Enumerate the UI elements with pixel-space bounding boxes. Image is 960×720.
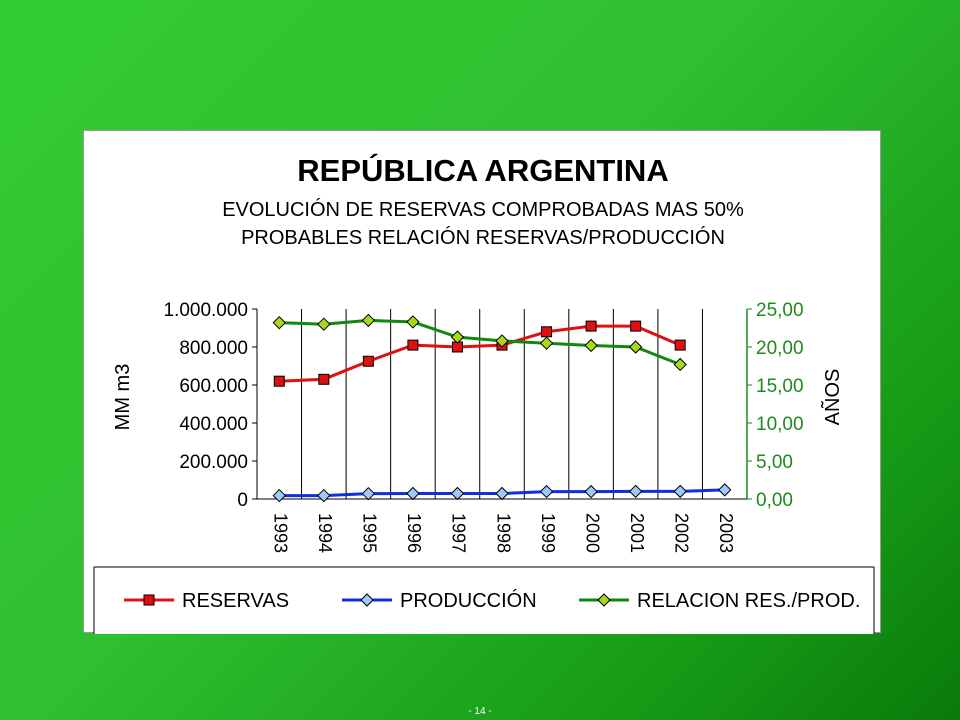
data-point-ratio: [628, 340, 643, 354]
y2-tick-label: 15,00: [756, 376, 804, 397]
x-tick-label: 1998: [493, 513, 513, 553]
data-point-production: [718, 483, 732, 497]
data-point-production: [584, 484, 598, 499]
data-point-ratio: [361, 313, 376, 328]
data-point-reserves: [407, 339, 419, 351]
data-point-ratio: [495, 334, 509, 348]
data-point-production: [272, 488, 286, 503]
data-point-reserves: [630, 320, 642, 332]
data-point-reserves: [674, 339, 686, 351]
data-point-ratio: [317, 317, 331, 331]
data-point-ratio: [584, 338, 598, 353]
data-point-production: [406, 486, 420, 501]
data-point-ratio: [539, 336, 554, 350]
data-point-ratio: [450, 330, 465, 344]
y-axis-label: MM m3: [112, 364, 134, 431]
x-tick-label: 1997: [449, 513, 469, 553]
y-tick-label: 800.000: [179, 338, 248, 359]
data-point-reserves: [541, 326, 553, 338]
x-tick-label: 2002: [671, 513, 691, 553]
y2-tick-label: 5,00: [756, 452, 793, 473]
data-point-reserves: [273, 375, 285, 387]
data-point-reserves: [585, 320, 597, 332]
legend-marker-ratio: [597, 593, 611, 607]
x-tick-label: 1993: [271, 513, 291, 553]
x-tick-label: 1996: [404, 513, 424, 553]
legend-marker-reserves: [143, 594, 155, 606]
data-point-production: [495, 486, 509, 501]
x-tick-label: 1999: [538, 513, 558, 553]
x-tick-label: 1994: [315, 513, 335, 553]
data-point-production: [628, 484, 643, 499]
y2-axis-label: AÑOS: [820, 369, 844, 426]
data-point-ratio: [673, 357, 687, 372]
y-tick-label: 400.000: [179, 414, 248, 435]
x-tick-label: 1995: [360, 513, 380, 553]
data-point-production: [673, 484, 687, 499]
y2-tick-label: 10,00: [756, 414, 804, 435]
x-tick-label: 2000: [582, 513, 602, 553]
y-tick-label: 1.000.000: [163, 300, 248, 321]
legend-label-reserves: RESERVAS: [182, 590, 289, 612]
y2-tick-label: 20,00: [756, 338, 804, 359]
data-point-ratio: [272, 315, 286, 330]
chart-subtitle-line-1: EVOLUCIÓN DE RESERVAS COMPROBADAS MAS 50…: [222, 198, 744, 221]
data-point-reserves: [318, 373, 330, 385]
data-point-production: [317, 488, 331, 503]
legend-box: [93, 566, 875, 634]
chart-subtitle-line-2: PROBABLES RELACIÓN RESERVAS/PRODUCCIÓN: [241, 226, 725, 249]
data-point-reserves: [362, 355, 374, 367]
chart-title: REPÚBLICA ARGENTINA: [297, 152, 668, 188]
data-point-production: [361, 486, 376, 501]
x-tick-label: 2003: [716, 513, 736, 553]
series-line-reserves: [279, 324, 681, 383]
data-point-ratio: [406, 315, 420, 329]
data-point-production: [539, 484, 554, 499]
y-tick-label: 600.000: [179, 376, 248, 397]
y-tick-label: 0: [237, 490, 248, 511]
page-number: - 14 -: [468, 706, 492, 717]
series-line-ratio: [279, 318, 681, 366]
y2-tick-label: 25,00: [756, 300, 804, 321]
legend-label-production: PRODUCCIÓN: [400, 589, 537, 612]
y-tick-label: 200.000: [179, 452, 248, 473]
x-tick-label: 2001: [627, 513, 647, 553]
legend-marker-production: [360, 593, 374, 607]
data-point-production: [450, 486, 465, 501]
legend-label-ratio: RELACION RES./PROD.: [637, 590, 860, 612]
y2-tick-label: 0,00: [756, 490, 793, 511]
chart-panel: REPÚBLICA ARGENTINA EVOLUCIÓN DE RESERVA…: [83, 130, 881, 634]
chart-svg: REPÚBLICA ARGENTINA EVOLUCIÓN DE RESERVA…: [93, 152, 875, 634]
